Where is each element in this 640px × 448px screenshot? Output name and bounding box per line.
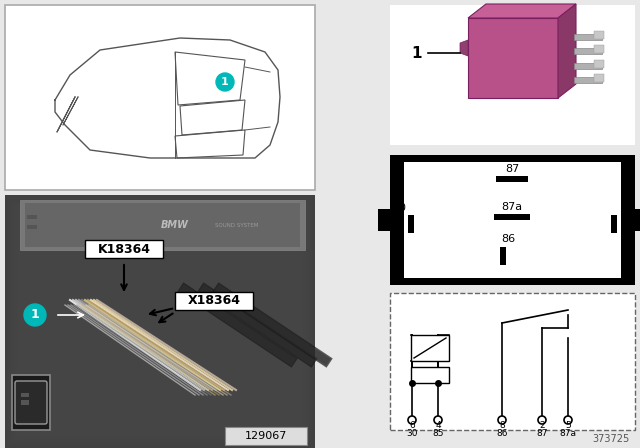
Text: 373725: 373725 [593, 434, 630, 444]
Bar [611, 215, 617, 233]
Bar [594, 45, 604, 53]
Circle shape [538, 416, 546, 424]
Text: 1: 1 [412, 46, 422, 60]
Text: BMW: BMW [161, 220, 189, 230]
Bar [175, 292, 253, 310]
Polygon shape [460, 40, 468, 56]
Bar [21, 400, 29, 405]
Bar [404, 162, 621, 278]
Text: 2: 2 [539, 421, 545, 430]
Circle shape [564, 416, 572, 424]
Text: 30: 30 [406, 429, 418, 438]
Bar [390, 5, 635, 145]
Bar [411, 335, 449, 361]
Text: K18364: K18364 [97, 242, 150, 255]
Bar [496, 176, 528, 182]
FancyBboxPatch shape [15, 381, 47, 424]
Bar [225, 427, 307, 445]
Bar [23, 213, 297, 430]
Bar [390, 155, 635, 285]
Bar [14, 204, 306, 439]
Bar [11, 201, 309, 442]
Text: 87a: 87a [559, 429, 577, 438]
Text: 86: 86 [501, 234, 515, 244]
Circle shape [216, 73, 234, 91]
Bar [27, 225, 37, 229]
Bar [390, 293, 635, 430]
Text: SOUND SYSTEM: SOUND SYSTEM [215, 223, 259, 228]
Bar [5, 195, 315, 448]
Bar [574, 63, 602, 69]
Bar [635, 209, 640, 231]
Text: 85: 85 [432, 429, 444, 438]
Bar [408, 215, 414, 233]
Text: 5: 5 [565, 421, 571, 430]
Bar [85, 240, 163, 258]
Polygon shape [468, 4, 576, 18]
Text: 87: 87 [536, 429, 548, 438]
Text: 1: 1 [31, 309, 40, 322]
Circle shape [434, 416, 442, 424]
Circle shape [408, 416, 416, 424]
Polygon shape [558, 4, 576, 98]
Bar [594, 60, 604, 68]
Bar [26, 216, 294, 427]
Text: 6: 6 [409, 421, 415, 430]
Text: 87a: 87a [501, 202, 523, 212]
Polygon shape [468, 18, 558, 98]
Bar [5, 195, 315, 448]
Bar [594, 74, 604, 82]
Bar [378, 209, 390, 231]
Text: 86: 86 [496, 429, 508, 438]
Text: X18364: X18364 [188, 294, 241, 307]
Bar [27, 215, 37, 219]
Bar [12, 375, 50, 430]
Text: 30: 30 [392, 203, 406, 213]
Bar [574, 48, 602, 54]
Text: 1: 1 [221, 77, 229, 87]
Circle shape [24, 304, 46, 326]
Bar [8, 198, 312, 445]
Circle shape [498, 416, 506, 424]
Bar [20, 200, 305, 250]
Bar [594, 31, 604, 39]
Bar [5, 5, 315, 190]
Bar [574, 77, 602, 83]
Bar [411, 367, 449, 383]
Text: 4: 4 [435, 421, 441, 430]
Text: 8: 8 [499, 421, 505, 430]
Bar [494, 214, 530, 220]
Bar [17, 207, 303, 436]
Text: 129067: 129067 [245, 431, 287, 441]
Bar [20, 210, 300, 433]
Bar [500, 247, 506, 265]
Bar [25, 203, 300, 247]
Bar [21, 393, 29, 397]
Text: 87: 87 [505, 164, 519, 174]
Bar [574, 34, 602, 40]
Text: 85: 85 [621, 203, 635, 213]
